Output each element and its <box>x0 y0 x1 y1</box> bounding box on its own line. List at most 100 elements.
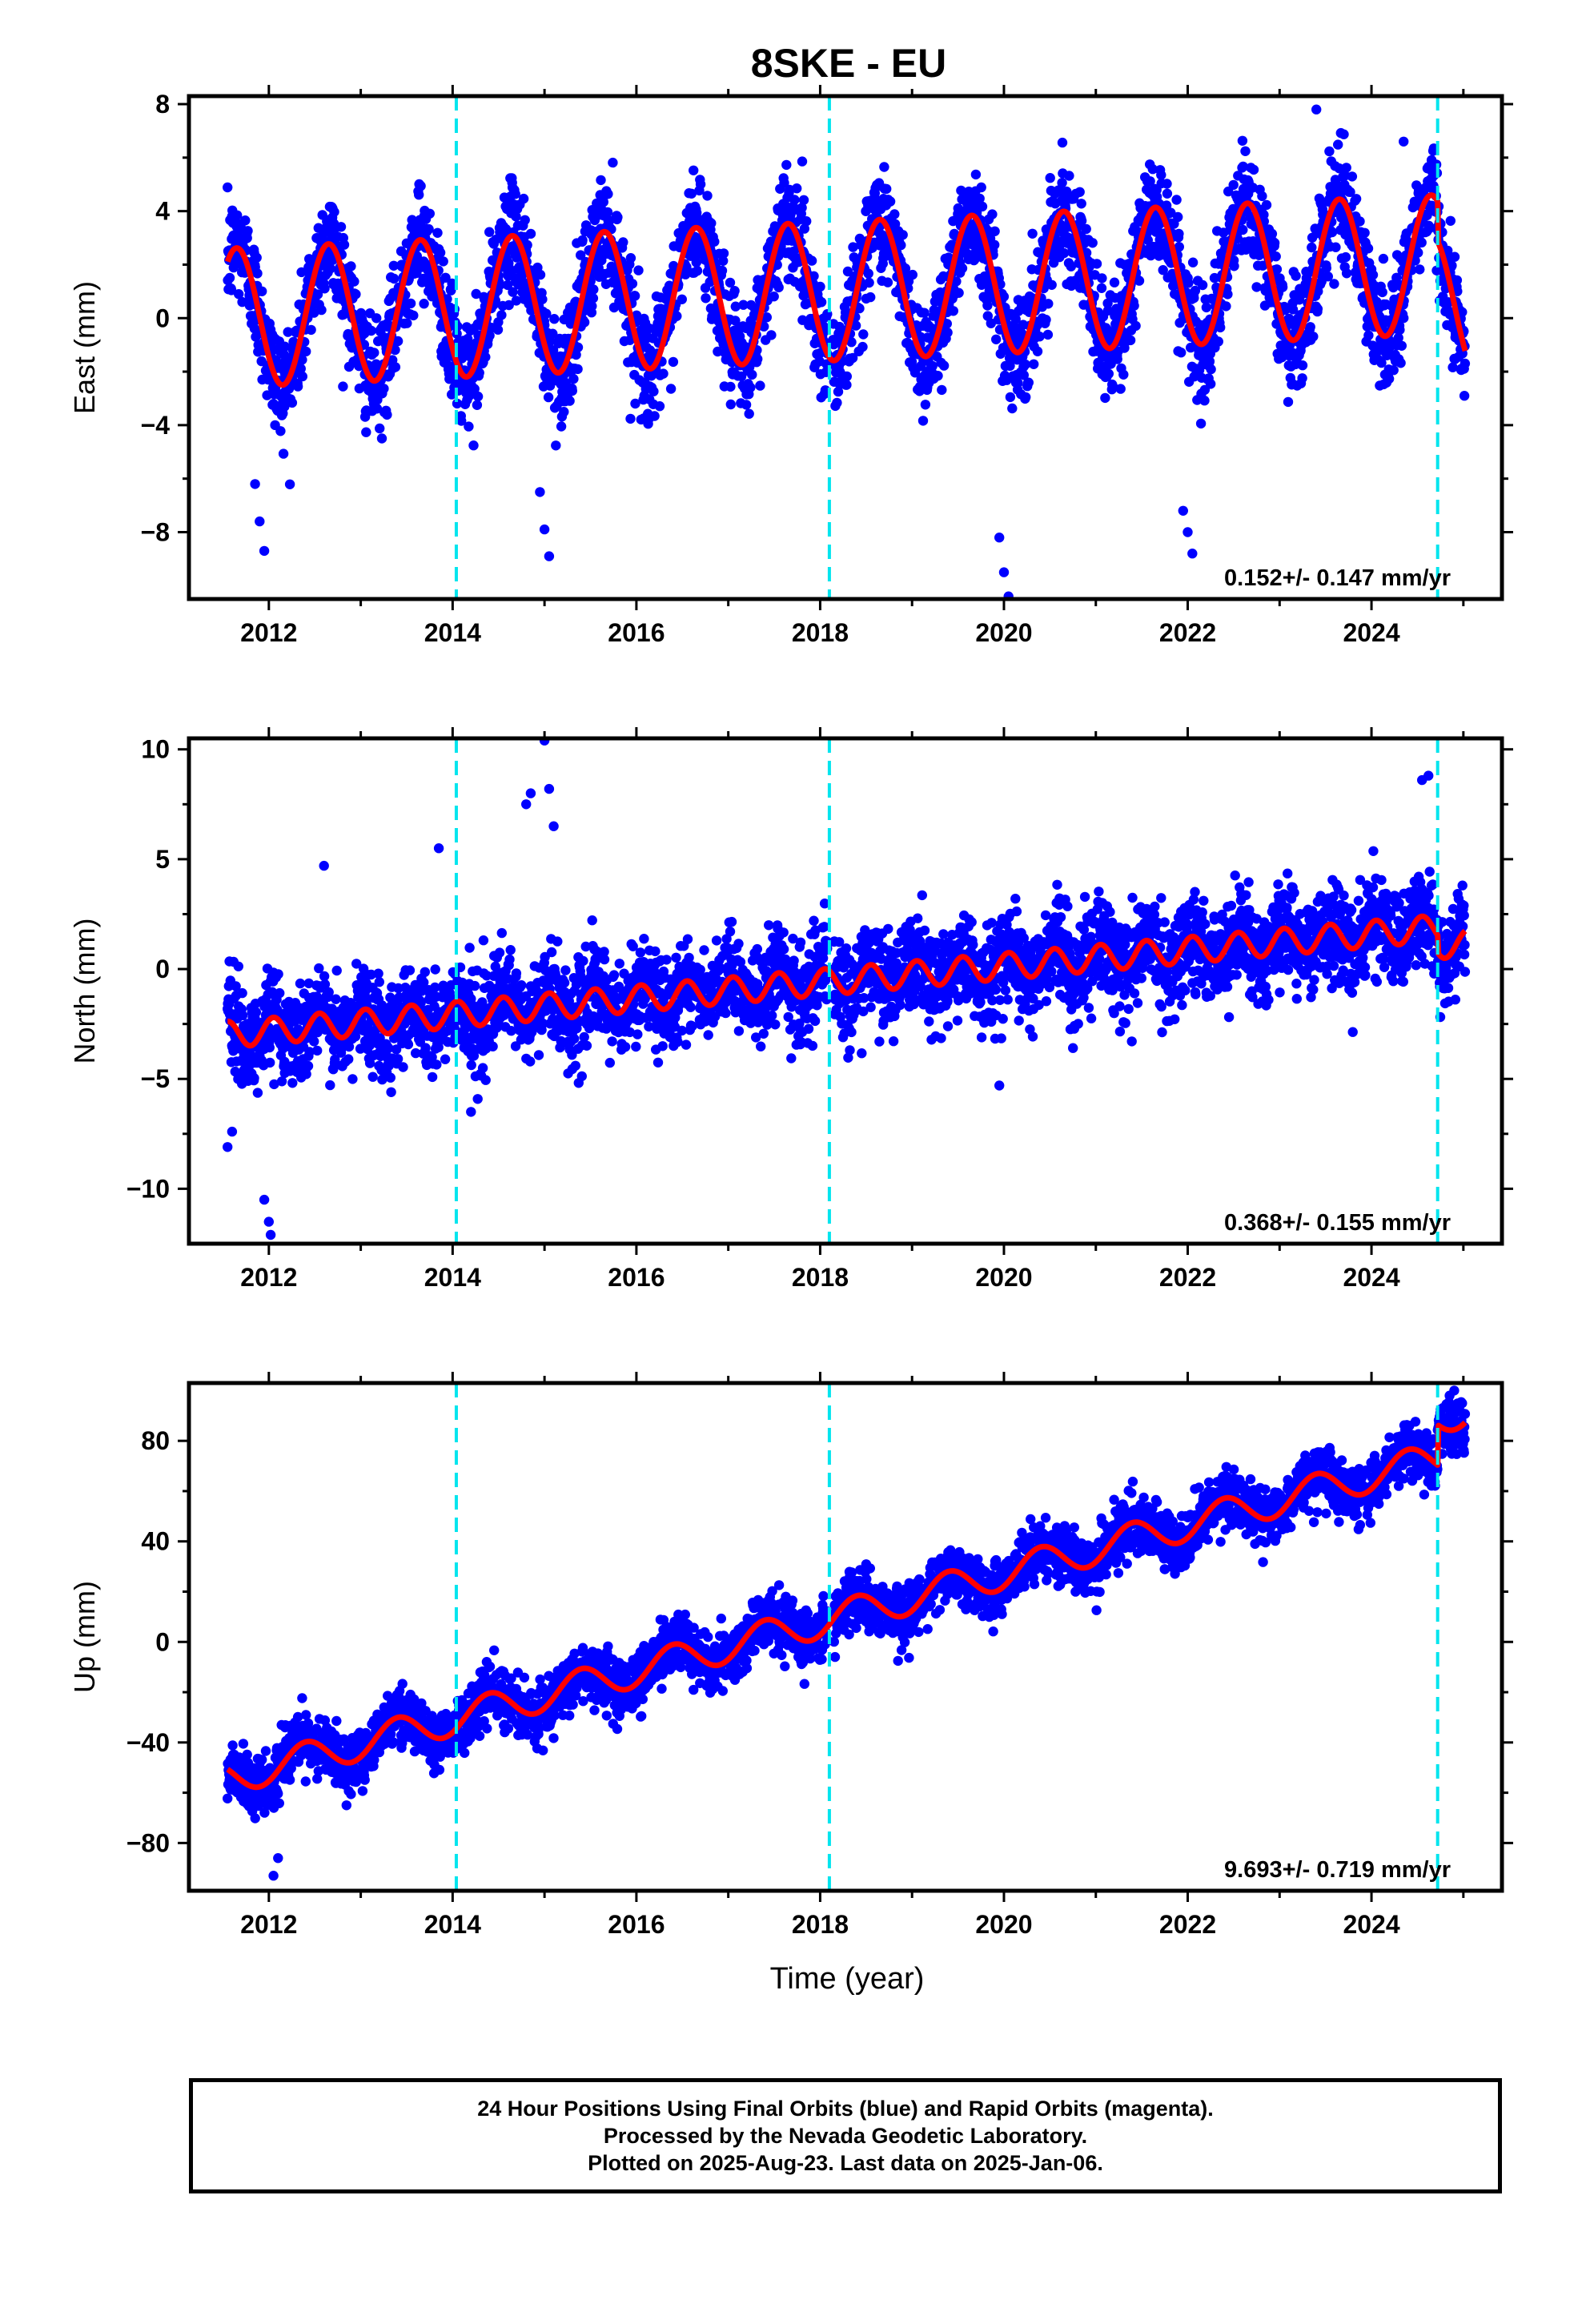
y-tick-label: 4 <box>155 197 170 226</box>
data-point <box>237 296 247 308</box>
data-point <box>371 404 383 414</box>
data-point <box>1238 224 1248 235</box>
data-point <box>1102 305 1114 316</box>
data-point <box>917 416 929 426</box>
data-point <box>1347 171 1358 182</box>
data-point <box>1046 279 1057 290</box>
data-point <box>982 300 993 311</box>
data-point <box>1146 250 1156 261</box>
data-point <box>588 284 599 295</box>
data-point <box>744 408 754 419</box>
data-point <box>1171 195 1182 205</box>
data-point <box>251 1007 262 1018</box>
data-point <box>847 352 858 364</box>
data-point <box>942 319 953 329</box>
data-points <box>223 738 1471 1240</box>
data-point <box>572 342 584 352</box>
data-point <box>806 255 817 266</box>
data-point <box>484 227 495 237</box>
data-point <box>1312 304 1323 314</box>
data-point <box>686 188 697 199</box>
data-point <box>1283 396 1294 408</box>
data-point <box>1029 359 1039 369</box>
data-point <box>848 242 858 252</box>
data-point <box>309 308 319 318</box>
data-point <box>279 341 290 352</box>
data-point <box>604 215 615 226</box>
data-point <box>1064 171 1074 181</box>
data-point <box>1125 335 1136 346</box>
panel-east: 2012 2014 2016 2018 2020 2022 2024−8−4048East … <box>68 85 1513 647</box>
data-point <box>725 277 736 288</box>
data-point <box>789 195 800 205</box>
data-point <box>549 314 560 324</box>
data-point <box>343 1054 354 1064</box>
data-point <box>1424 223 1435 234</box>
data-point <box>1032 346 1043 356</box>
data-point <box>430 982 440 993</box>
data-point <box>464 943 475 953</box>
data-point <box>986 318 997 328</box>
data-point <box>1057 137 1068 148</box>
data-point <box>631 310 642 320</box>
data-point <box>273 969 283 979</box>
data-point <box>781 159 792 171</box>
data-point <box>494 947 505 958</box>
data-point <box>379 384 389 394</box>
data-point <box>579 317 590 328</box>
data-point <box>896 239 906 251</box>
data-point <box>1297 373 1307 384</box>
y-tick-label: −4 <box>141 411 171 440</box>
data-point <box>692 265 703 276</box>
data-point <box>376 433 387 444</box>
data-point <box>1020 359 1031 370</box>
data-point <box>1327 227 1338 238</box>
data-point <box>658 368 669 379</box>
data-point <box>1162 188 1173 199</box>
data-point <box>816 297 827 308</box>
data-point <box>1333 139 1343 150</box>
data-point <box>1112 354 1122 364</box>
data-point <box>1161 200 1172 211</box>
data-point <box>504 954 515 965</box>
data-point <box>766 330 777 340</box>
data-point <box>543 392 554 403</box>
x-tick-label: 2022 <box>1159 618 1216 647</box>
x-tick-label: 2020 <box>975 618 1032 647</box>
data-point <box>730 316 741 326</box>
data-point <box>1156 170 1166 180</box>
data-point <box>596 175 606 186</box>
data-point <box>882 277 893 287</box>
outlier-point <box>1187 549 1198 559</box>
data-point <box>1215 322 1226 333</box>
data-point <box>233 961 243 972</box>
data-point <box>390 362 401 372</box>
data-point <box>234 289 244 300</box>
data-point <box>598 197 608 207</box>
data-point <box>970 169 982 180</box>
data-point <box>402 318 412 328</box>
outlier-point <box>255 516 265 527</box>
data-point <box>1258 260 1268 271</box>
data-point <box>850 320 861 331</box>
data-point <box>1189 292 1199 304</box>
data-point <box>779 178 789 188</box>
data-point <box>864 277 874 288</box>
plot-area <box>223 104 1471 599</box>
data-point <box>1307 242 1317 253</box>
outlier-point <box>994 533 1005 543</box>
data-point <box>478 935 489 946</box>
data-point <box>252 268 263 279</box>
data-point <box>833 386 844 397</box>
data-point <box>1324 146 1335 157</box>
data-point <box>937 384 947 396</box>
data-point <box>251 252 262 263</box>
data-point <box>533 1050 544 1060</box>
data-point <box>608 157 618 168</box>
data-point <box>407 215 417 225</box>
data-point <box>858 329 869 340</box>
data-point <box>1058 247 1070 259</box>
data-point <box>469 384 480 394</box>
data-point <box>974 193 985 204</box>
data-point <box>1041 315 1051 325</box>
